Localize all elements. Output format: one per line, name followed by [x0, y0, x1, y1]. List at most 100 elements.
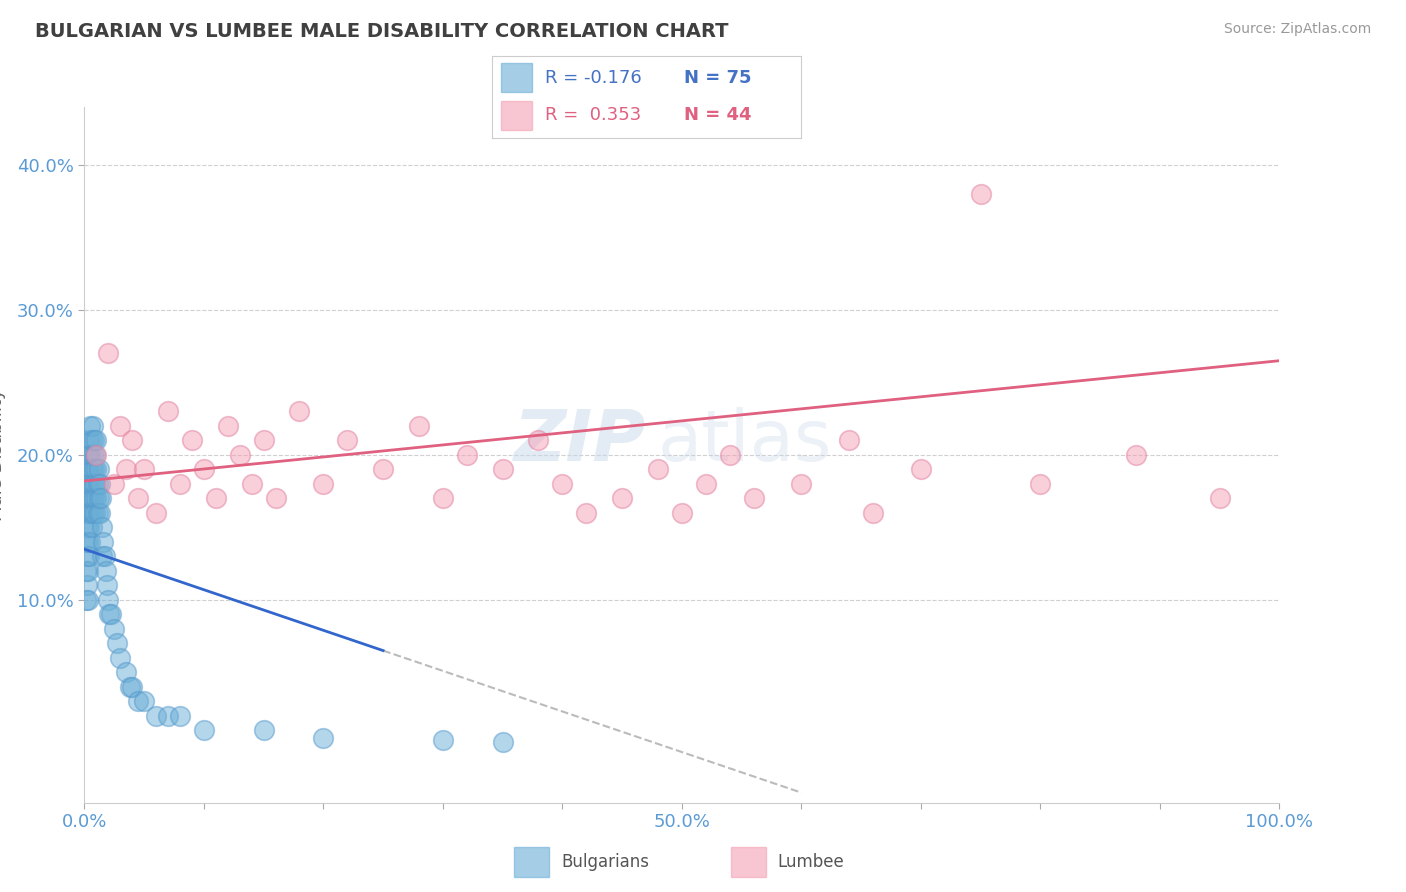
Point: [264, 491, 287, 506]
Point: [97, 592, 120, 607]
Point: [77, 462, 100, 476]
Point: [79, 419, 101, 434]
Point: [84, 448, 107, 462]
Point: [110, 651, 132, 665]
Point: [432, 733, 454, 747]
Point: [84, 506, 107, 520]
Point: [75, 592, 97, 607]
Point: [205, 491, 228, 506]
Point: [157, 708, 180, 723]
Point: [91, 520, 114, 534]
Point: [93, 534, 115, 549]
Point: [76, 491, 98, 506]
Point: [180, 434, 202, 448]
Point: [910, 462, 932, 476]
Point: [456, 448, 478, 462]
Point: [862, 506, 884, 520]
Point: [82, 476, 104, 491]
Point: [118, 680, 141, 694]
Point: [105, 636, 128, 650]
Point: [77, 520, 100, 534]
Text: N = 75: N = 75: [683, 69, 751, 87]
Point: [75, 506, 97, 520]
Point: [76, 549, 98, 564]
Point: [432, 491, 454, 506]
Point: [127, 491, 149, 506]
Point: [240, 476, 263, 491]
Point: [492, 735, 515, 749]
Point: [492, 462, 515, 476]
Point: [838, 434, 860, 448]
Point: [408, 419, 430, 434]
Point: [1208, 491, 1230, 506]
Point: [288, 404, 311, 418]
Point: [80, 462, 103, 476]
Point: [121, 680, 143, 694]
Point: [91, 549, 114, 564]
Point: [1125, 448, 1147, 462]
Point: [75, 534, 97, 549]
Point: [103, 476, 125, 491]
Point: [169, 476, 191, 491]
Point: [82, 419, 104, 434]
Point: [83, 491, 105, 506]
Point: [970, 187, 993, 202]
Point: [121, 434, 143, 448]
Point: [79, 506, 101, 520]
Point: [86, 506, 108, 520]
Point: [84, 462, 107, 476]
Text: atlas: atlas: [658, 407, 832, 475]
Point: [790, 476, 813, 491]
Point: [336, 434, 359, 448]
Point: [610, 491, 633, 506]
Point: [77, 491, 100, 506]
Point: [80, 520, 103, 534]
Point: [253, 434, 276, 448]
Point: [79, 448, 101, 462]
Point: [100, 607, 122, 622]
Point: [77, 534, 100, 549]
Point: [76, 462, 98, 476]
Point: [647, 462, 669, 476]
Text: BULGARIAN VS LUMBEE MALE DISABILITY CORRELATION CHART: BULGARIAN VS LUMBEE MALE DISABILITY CORR…: [35, 22, 728, 41]
Point: [551, 476, 574, 491]
Point: [371, 462, 394, 476]
Point: [132, 462, 156, 476]
Point: [253, 723, 276, 738]
Point: [79, 534, 101, 549]
Point: [75, 564, 97, 578]
Point: [217, 419, 239, 434]
Point: [84, 434, 107, 448]
Point: [742, 491, 765, 506]
Text: Source: ZipAtlas.com: Source: ZipAtlas.com: [1223, 22, 1371, 37]
Text: R = -0.176: R = -0.176: [544, 69, 641, 87]
Point: [115, 462, 138, 476]
Point: [93, 549, 115, 564]
Point: [169, 708, 191, 723]
Bar: [515, 847, 550, 877]
Point: [89, 476, 111, 491]
Point: [127, 694, 149, 708]
Point: [83, 434, 105, 448]
Point: [145, 708, 167, 723]
Point: [110, 419, 132, 434]
Point: [77, 564, 100, 578]
Point: [103, 622, 125, 636]
Point: [89, 506, 111, 520]
Point: [76, 578, 98, 592]
Point: [84, 476, 107, 491]
Point: [312, 731, 335, 745]
Point: [77, 434, 100, 448]
Point: [94, 564, 117, 578]
Point: [695, 476, 717, 491]
Point: [228, 448, 252, 462]
Point: [575, 506, 598, 520]
Point: [90, 491, 112, 506]
Point: [80, 491, 103, 506]
Text: Lumbee: Lumbee: [778, 853, 845, 871]
Text: Bulgarians: Bulgarians: [561, 853, 650, 871]
Point: [84, 448, 107, 462]
Point: [82, 506, 104, 520]
Point: [84, 491, 107, 506]
Point: [80, 434, 103, 448]
